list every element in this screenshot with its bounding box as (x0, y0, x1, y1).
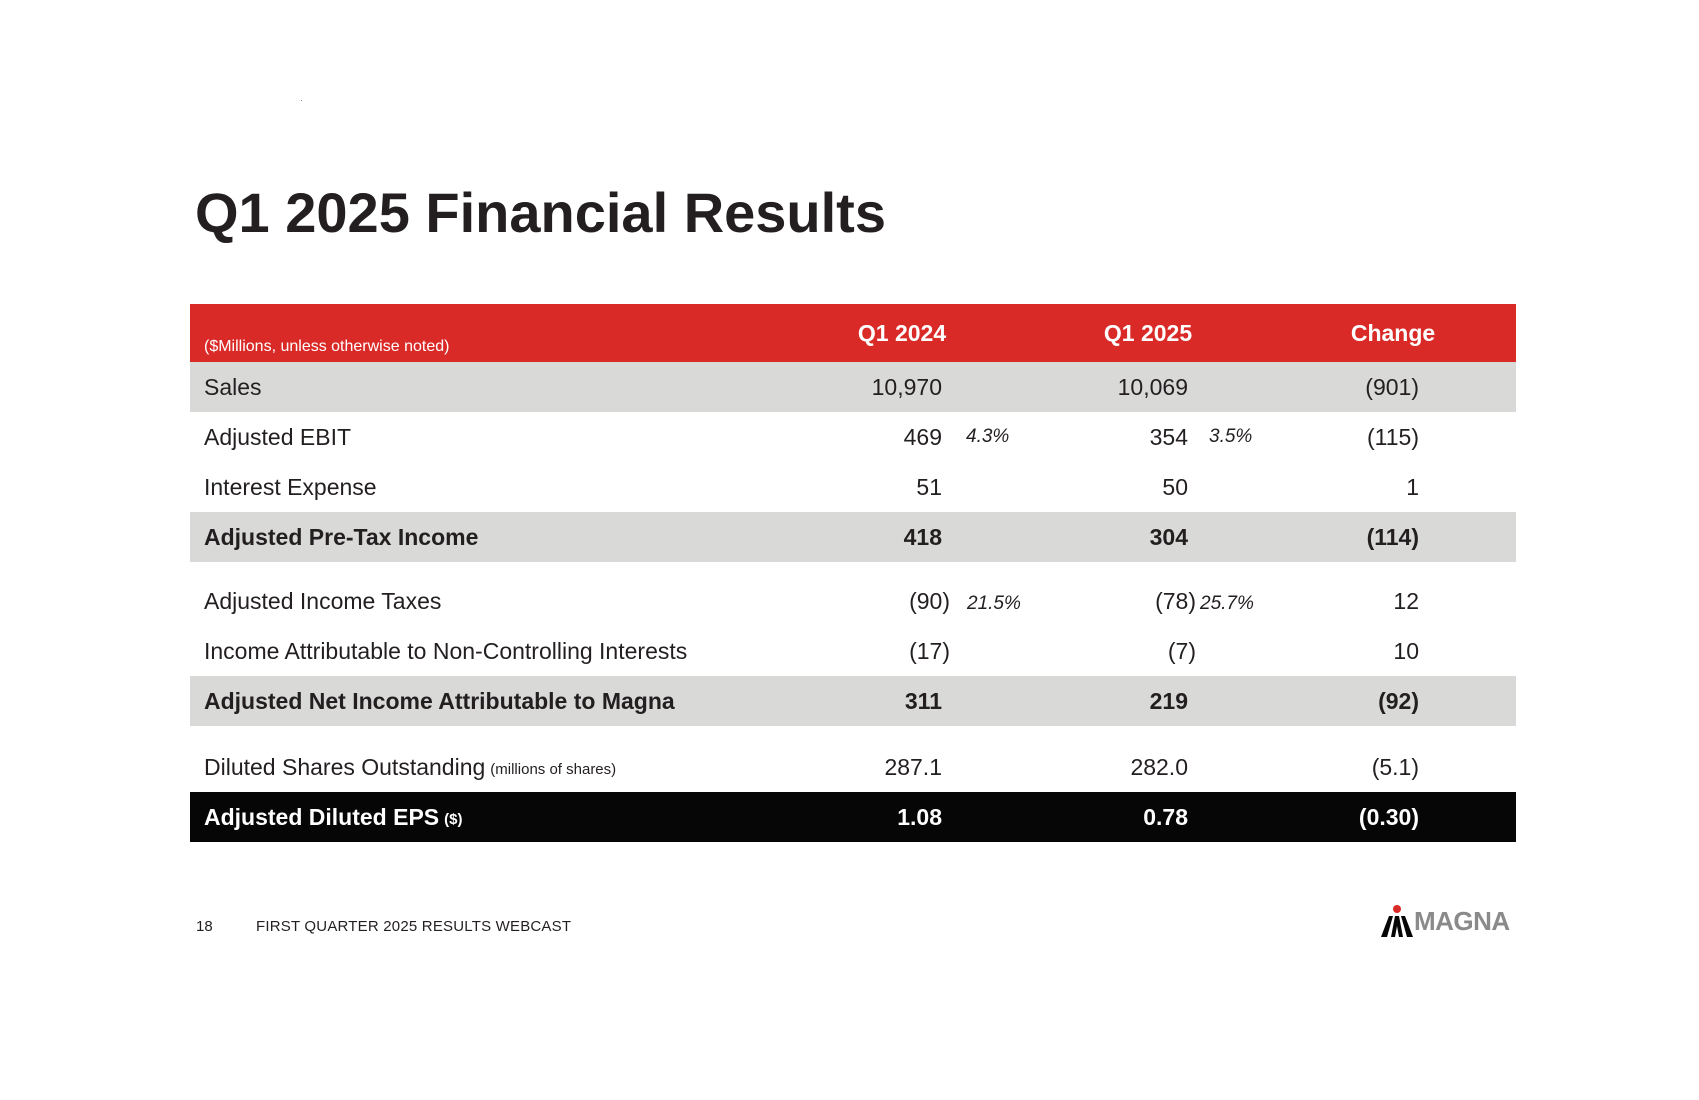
margin-q1-2024: 4.3% (966, 426, 1010, 447)
column-header-q1-2025: Q1 2025 (1103, 319, 1193, 346)
column-header-change: Change (1350, 319, 1436, 346)
magna-logo-icon (1381, 905, 1413, 937)
value-change: (115) (1367, 423, 1419, 450)
value-q1-2025: 354 (1149, 423, 1188, 450)
table-row-adjusted-income-taxes: Adjusted Income Taxes (90) 21.5% (78) 25… (190, 576, 1516, 626)
value-change: (5.1) (1371, 753, 1419, 780)
row-label-note: ($) (444, 810, 463, 828)
value-q1-2025: 219 (1149, 687, 1188, 714)
logo-wordmark: MAGNA (1414, 906, 1510, 936)
value-q1-2025: 10,069 (1117, 373, 1188, 400)
value-q1-2025: (7) (1167, 637, 1196, 664)
value-q1-2025: (78) (1155, 587, 1196, 614)
tax-rate-q1-2025: 25.7% (1200, 593, 1254, 614)
value-change: 10 (1393, 637, 1419, 664)
page-number: 18 (196, 918, 213, 935)
row-label: Income Attributable to Non-Controlling I… (204, 637, 688, 664)
value-q1-2024: (90) (909, 587, 950, 614)
table-row-adjusted-ebit: Adjusted EBIT 469 4.3% 354 3.5% (115) (190, 412, 1516, 462)
value-q1-2024: 311 (904, 687, 942, 714)
value-q1-2024: 469 (903, 423, 942, 450)
value-change: 1 (1406, 473, 1419, 500)
value-change: (114) (1366, 523, 1419, 550)
table-row-adjusted-diluted-eps: Adjusted Diluted EPS ($) 1.08 0.78 (0.30… (190, 792, 1516, 842)
row-label: Adjusted Income Taxes (204, 587, 442, 614)
value-change: (901) (1365, 373, 1419, 400)
value-q1-2024: 10,970 (871, 373, 942, 400)
value-q1-2024: 418 (903, 523, 942, 550)
column-header-q1-2024: Q1 2024 (857, 319, 947, 346)
value-q1-2025: 50 (1162, 473, 1188, 500)
table-row-adjusted-net-income: Adjusted Net Income Attributable to Magn… (190, 676, 1516, 726)
footer-text: FIRST QUARTER 2025 RESULTS WEBCAST (256, 918, 572, 935)
row-label-text: Adjusted Diluted EPS (204, 803, 440, 830)
magna-logo: MAGNA (1380, 904, 1518, 938)
row-label-text: Diluted Shares Outstanding (204, 753, 486, 780)
value-change: (0.30) (1358, 803, 1419, 830)
value-q1-2024: 1.08 (897, 803, 942, 830)
value-q1-2024: 287.1 (884, 753, 942, 780)
table-row-interest-expense: Interest Expense 51 50 1 (190, 462, 1516, 512)
row-label: Adjusted Net Income Attributable to Magn… (204, 687, 675, 714)
row-label: Adjusted Pre-Tax Income (204, 523, 479, 550)
value-q1-2024: (17) (909, 637, 950, 664)
row-label-note: (millions of shares) (490, 760, 617, 778)
row-label: Adjusted Diluted EPS ($) (204, 792, 462, 842)
tax-rate-q1-2024: 21.5% (967, 593, 1021, 614)
value-change: 12 (1393, 587, 1419, 614)
table-row-sales: Sales 10,970 10,069 (901) (190, 362, 1516, 412)
row-label: Sales (204, 373, 262, 400)
table-row-adjusted-pre-tax-income: Adjusted Pre-Tax Income 418 304 (114) (190, 512, 1516, 562)
value-q1-2025: 304 (1149, 523, 1188, 550)
slide-title: Q1 2025 Financial Results (195, 181, 886, 244)
financial-results-table: ($Millions, unless otherwise noted) Q1 2… (190, 304, 1516, 842)
value-change: (92) (1378, 687, 1419, 714)
row-label: Interest Expense (204, 473, 377, 500)
stray-dot (301, 100, 302, 101)
table-row-diluted-shares: Diluted Shares Outstanding (millions of … (190, 742, 1516, 792)
value-q1-2025: 282.0 (1130, 753, 1188, 780)
table-row-non-controlling-interests: Income Attributable to Non-Controlling I… (190, 626, 1516, 676)
row-label: Adjusted EBIT (204, 423, 352, 450)
table-header-row: ($Millions, unless otherwise noted) Q1 2… (190, 304, 1516, 362)
value-q1-2025: 0.78 (1143, 803, 1188, 830)
unit-note: ($Millions, unless otherwise noted) (204, 338, 450, 355)
row-label: Diluted Shares Outstanding (millions of … (204, 742, 616, 792)
margin-q1-2025: 3.5% (1209, 426, 1253, 447)
value-q1-2024: 51 (916, 473, 942, 500)
